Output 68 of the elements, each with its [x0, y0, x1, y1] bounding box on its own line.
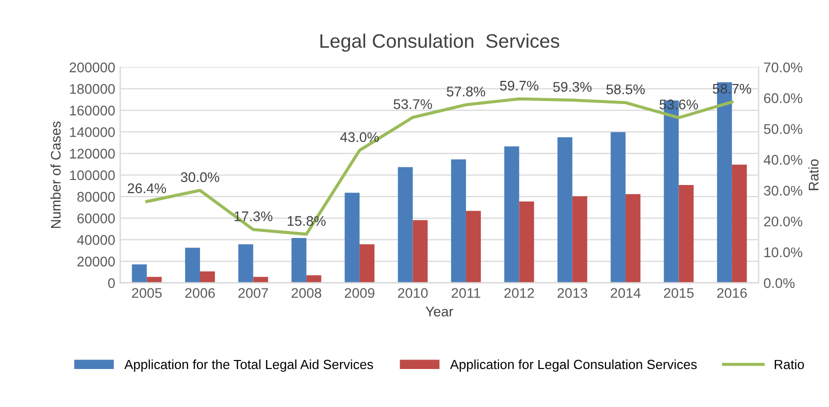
y-tick-label: 20000 [77, 256, 115, 266]
data-label: 59.7% [500, 80, 538, 91]
x-tick-label: 2007 [238, 288, 268, 298]
x-tick-label: 2013 [558, 288, 588, 298]
y2-axis-title: Ratio [808, 159, 819, 190]
data-label: 30.0% [180, 172, 220, 182]
y-tick-label: 160000 [70, 106, 115, 116]
y-axis-title: Number of Cases [50, 121, 61, 228]
y-tick-label: 200000 [70, 62, 115, 72]
x-tick-label: 2012 [504, 288, 534, 298]
bar [344, 192, 360, 283]
x-tick-label: 2014 [610, 288, 641, 298]
bar [572, 196, 588, 283]
x-tick-label: 2006 [185, 288, 215, 298]
y2-tick-label: 50.0% [764, 124, 802, 134]
legend-label: Ratio [774, 359, 804, 370]
bar [519, 202, 534, 283]
x-tick-label: 2010 [398, 288, 428, 298]
y-tick-label: 0 [108, 278, 115, 288]
bar [146, 276, 162, 283]
data-label: 26.4% [128, 183, 166, 194]
y-tick-label: 80000 [77, 192, 115, 202]
data-label: 43.0% [340, 132, 379, 142]
y-tick-label: 180000 [70, 84, 115, 94]
bar [504, 146, 520, 283]
x-tick-label: 2016 [717, 288, 747, 298]
bar [466, 210, 481, 283]
bar [398, 167, 413, 283]
bar [451, 159, 466, 283]
y2-tick-label: 60.0% [764, 93, 802, 104]
x-tick-label: 2009 [344, 288, 374, 298]
legend-label: Application for the Total Legal Aid Services [124, 359, 374, 372]
data-label: 59.3% [553, 82, 592, 92]
y2-tick-label: 20.0% [764, 216, 802, 226]
y2-tick-label: 70.0% [764, 62, 802, 72]
y2-tick-label: 10.0% [764, 247, 802, 258]
x-tick-label: 2008 [292, 288, 322, 298]
x-tick-label: 2005 [132, 288, 162, 298]
y2-tick-label: 0.0% [764, 278, 795, 288]
bar [238, 244, 254, 283]
bar [306, 275, 322, 283]
bar [626, 194, 640, 283]
bar [412, 220, 428, 283]
data-label: 57.8% [446, 86, 486, 96]
data-label: 58.5% [606, 84, 645, 94]
x-tick-label: 2015 [664, 288, 694, 298]
bar [132, 264, 147, 283]
y-tick-label: 60000 [77, 213, 115, 224]
bar [610, 132, 626, 283]
y-tick-label: 120000 [70, 148, 115, 159]
bar [678, 185, 694, 283]
chart-title: Legal Consulation Services [320, 34, 560, 52]
x-axis-title: Year [426, 306, 454, 316]
y-tick-label: 100000 [70, 170, 115, 180]
y2-tick-label: 30.0% [764, 186, 802, 196]
bar [200, 271, 215, 283]
bar [185, 248, 200, 283]
bar [732, 164, 747, 283]
y-tick-label: 40000 [77, 235, 115, 245]
legend-label: Application for Legal Consulation Services [450, 359, 697, 372]
data-label: 53.7% [394, 99, 432, 110]
x-tick-label: 2011 [452, 288, 480, 298]
bar [253, 276, 268, 283]
y-tick-label: 140000 [70, 127, 115, 138]
bar [557, 137, 572, 283]
y2-tick-label: 40.0% [764, 154, 802, 165]
bar [291, 238, 306, 283]
bar [360, 244, 374, 283]
